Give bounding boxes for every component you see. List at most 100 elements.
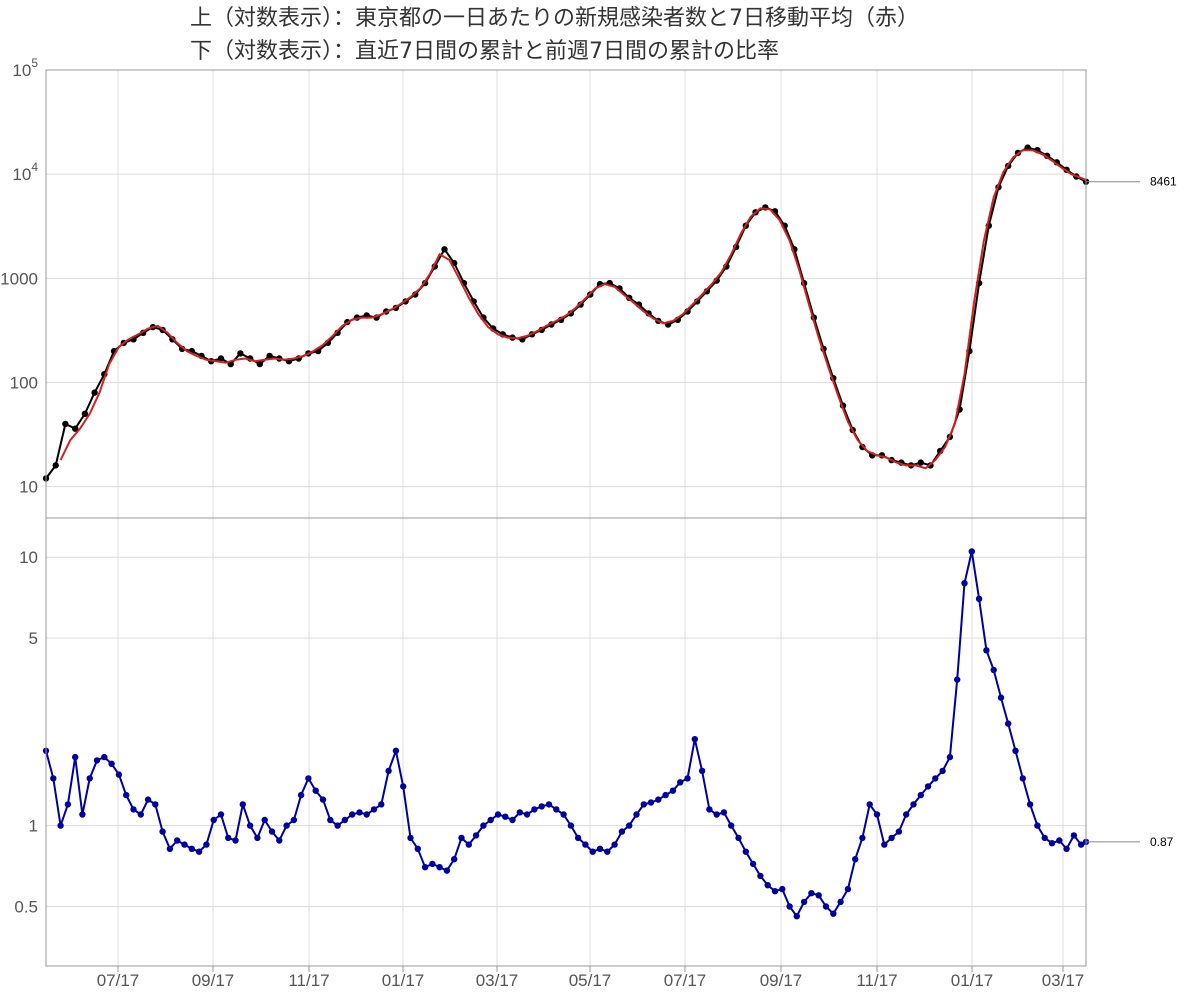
ratio-point (706, 806, 713, 813)
ratio-point (567, 822, 575, 829)
ratio-point (400, 783, 407, 790)
ratio-point (480, 822, 487, 829)
ratio-point (334, 822, 341, 829)
ratio-point (79, 811, 86, 818)
daily-point (52, 462, 59, 469)
y-tick-label: 5 (29, 629, 38, 648)
ratio-point (254, 834, 261, 842)
daily-point (81, 410, 89, 417)
ratio-point (407, 834, 414, 842)
ratio-point (822, 903, 830, 910)
ratio-point (640, 801, 647, 808)
ratio-point (217, 811, 225, 818)
ratio-point (1077, 841, 1085, 848)
ratio-point (246, 822, 254, 829)
ratio-point (742, 848, 749, 855)
chart-title-line-2: 下（対数表示）：直近7日間の累計と前週7日間の累計の比率 (190, 39, 779, 64)
ratio-point (232, 837, 239, 844)
ratio-point (86, 775, 93, 782)
daily-point (217, 355, 225, 362)
ratio-point (509, 816, 516, 824)
ratio-point (917, 791, 924, 799)
bottom-panel-last-value-label: 0.87 (1150, 835, 1174, 849)
ratio-point (319, 796, 327, 803)
x-tick-label: 01/17 (951, 971, 994, 990)
daily-point (694, 298, 701, 305)
ratio-point (939, 767, 946, 775)
daily-point (72, 425, 79, 432)
ratio-point (946, 753, 954, 761)
x-tick-label: 05/17 (569, 971, 612, 990)
ratio-point (261, 816, 268, 824)
ratio-point (72, 753, 79, 761)
y-tick-label: 10 (19, 478, 38, 497)
x-tick-label: 03/17 (1042, 971, 1085, 990)
ratio-point (553, 806, 560, 813)
x-tick-label: 07/17 (664, 971, 707, 990)
ratio-point (443, 867, 451, 874)
ratio-point (195, 848, 203, 855)
ratio-point (779, 885, 786, 893)
ratio-point (123, 791, 130, 799)
bottom-panel-frame (45, 517, 1087, 967)
ratio-point (502, 813, 509, 820)
ratio-point (793, 913, 800, 920)
ratio-point (64, 801, 72, 808)
x-tick-label: 03/17 (476, 971, 519, 990)
ratio-point (57, 822, 64, 829)
ratio-point (356, 809, 363, 816)
daily-point (91, 389, 98, 396)
ratio-point (451, 856, 458, 863)
x-tick-label: 11/17 (856, 971, 897, 990)
y-tick-label: 100 (10, 373, 38, 392)
ratio-point (698, 767, 706, 775)
ratio-point (152, 801, 159, 808)
ratio-point (844, 885, 852, 893)
ratio-point (1012, 747, 1019, 754)
x-tick-label: 11/17 (288, 971, 329, 990)
ratio-point (611, 841, 618, 848)
ratio-point (800, 898, 808, 906)
ratio-point (924, 783, 932, 790)
ratio-point (181, 841, 188, 848)
ratio-point (50, 775, 57, 782)
top-panel-frame (45, 69, 1087, 519)
ratio-point (560, 811, 567, 818)
y-tick-label: 0.5 (14, 897, 38, 916)
ratio-point (596, 845, 604, 852)
ratio-point (297, 791, 305, 799)
daily-point (917, 459, 924, 466)
ratio-point (363, 811, 370, 818)
ratio-point (239, 801, 246, 808)
ratio-point (1048, 840, 1056, 847)
ratio-point (647, 799, 655, 806)
ratio-point (684, 775, 691, 782)
ratio-point (1063, 845, 1070, 852)
ratio-point (662, 791, 669, 799)
ratio-point (93, 757, 101, 764)
ratio-point (815, 892, 822, 899)
ratio-point (276, 837, 283, 844)
ratio-point (421, 864, 429, 871)
ratio-point (188, 845, 195, 852)
axes-layer: 07/17 09/17 11/17 01/17 03/17 05/17 07/17 09/17… (0, 56, 1177, 990)
ratio-point (436, 864, 443, 871)
daily-point (237, 350, 244, 357)
ratio-point (1070, 832, 1078, 839)
daily-point (577, 301, 584, 308)
top-panel-daily-cases (42, 144, 1090, 482)
ratio-point (545, 801, 553, 808)
ratio-point (1041, 834, 1048, 842)
ratio-point (735, 834, 742, 842)
ratio-point (626, 822, 633, 829)
ratio-point (786, 903, 793, 910)
ratio-point (954, 676, 961, 683)
ratio-point (349, 811, 356, 818)
ratio-point (531, 806, 538, 813)
x-tick-label: 09/17 (760, 971, 803, 990)
ratio-point (378, 801, 385, 808)
ratio-point (975, 595, 983, 602)
top-panel-last-value-label: 8461 (1150, 175, 1177, 189)
ratio-point (903, 811, 910, 818)
